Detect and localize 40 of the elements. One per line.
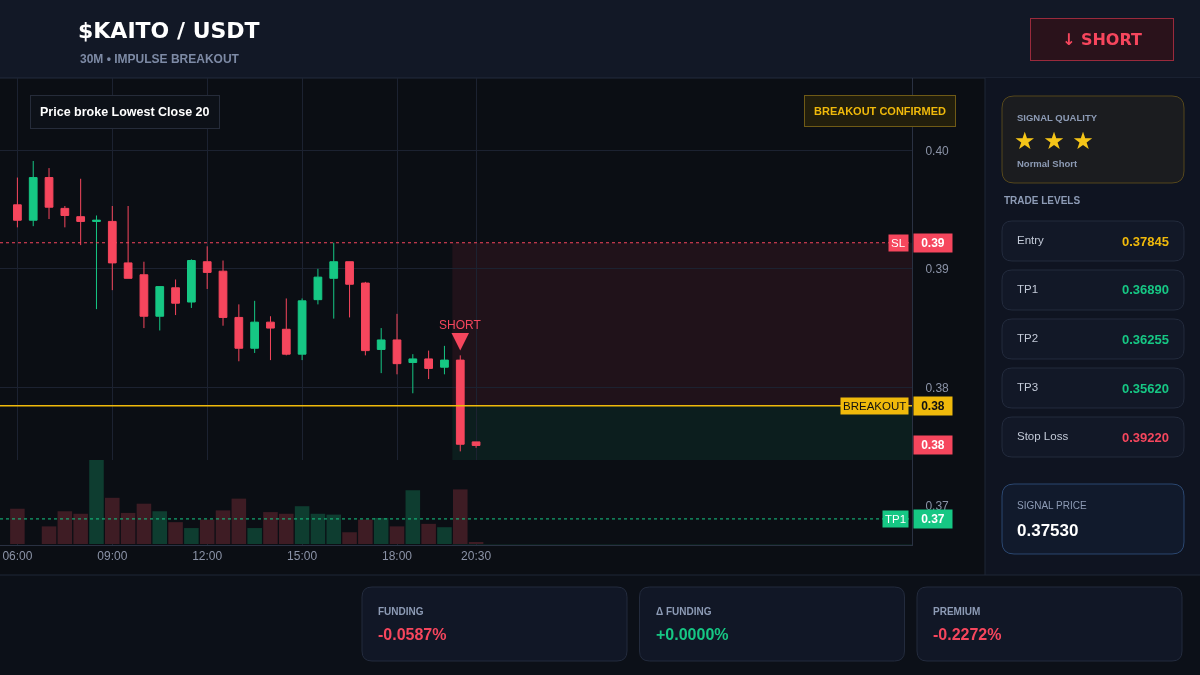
text: Normal Short — [1017, 158, 1079, 169]
category-label: TP3 — [1017, 381, 1039, 393]
category-label: FUNDING — [378, 606, 424, 617]
ref-line-label: SL — [891, 237, 906, 249]
data-label: 0.36890 — [1122, 282, 1169, 297]
category-label: Stop Loss — [1017, 430, 1069, 442]
ref-line-label: BREAKOUT — [843, 400, 907, 412]
category-label: Δ FUNDING — [656, 606, 712, 617]
x-tick-label: 15:00 — [287, 549, 318, 564]
category-label: Entry — [1017, 234, 1045, 246]
y-tick-label: 0.38 — [925, 380, 950, 395]
chart-subtitle: 30M • IMPULSE BREAKOUT — [80, 52, 240, 66]
x-tick-label: 20:30 — [461, 549, 492, 564]
data-label: -0.2272% — [933, 626, 1002, 643]
category-label: TP2 — [1017, 332, 1039, 344]
ref-line-label: TP1 — [885, 513, 907, 525]
x-tick-label: 12:00 — [192, 549, 223, 564]
x-tick-label: 18:00 — [381, 549, 413, 564]
data-label: 0.36255 — [1122, 332, 1169, 347]
annotation: SHORT — [439, 318, 482, 332]
x-tick-label: 06:00 — [2, 549, 33, 564]
data-label: 0.35620 — [1122, 381, 1169, 396]
chart-title: $KAITO / USDT — [78, 17, 260, 43]
y-tick-label: 0.40 — [925, 143, 950, 158]
text: 0.37530 — [1017, 521, 1079, 540]
text: SIGNAL PRICE — [1017, 500, 1087, 511]
x-tick-label: 09:00 — [97, 549, 128, 564]
annotation: BREAKOUT CONFIRMED — [814, 105, 947, 117]
category-label: PREMIUM — [933, 606, 981, 617]
text: SIGNAL QUALITY — [1017, 112, 1098, 123]
data-label: +0.0000% — [656, 626, 729, 643]
annotation: Price broke Lowest Close 20 — [40, 105, 210, 119]
y-tick-label: 0.39 — [925, 262, 950, 277]
data-label: -0.0587% — [378, 626, 447, 643]
data-label: 0.39220 — [1122, 430, 1169, 445]
data-label: 0.37845 — [1122, 234, 1169, 249]
category-label: TP1 — [1017, 283, 1039, 295]
text: TRADE LEVELS — [1004, 195, 1081, 206]
text: ↓ SHORT — [1061, 30, 1143, 49]
text: ★ ★ ★ — [1014, 127, 1094, 155]
